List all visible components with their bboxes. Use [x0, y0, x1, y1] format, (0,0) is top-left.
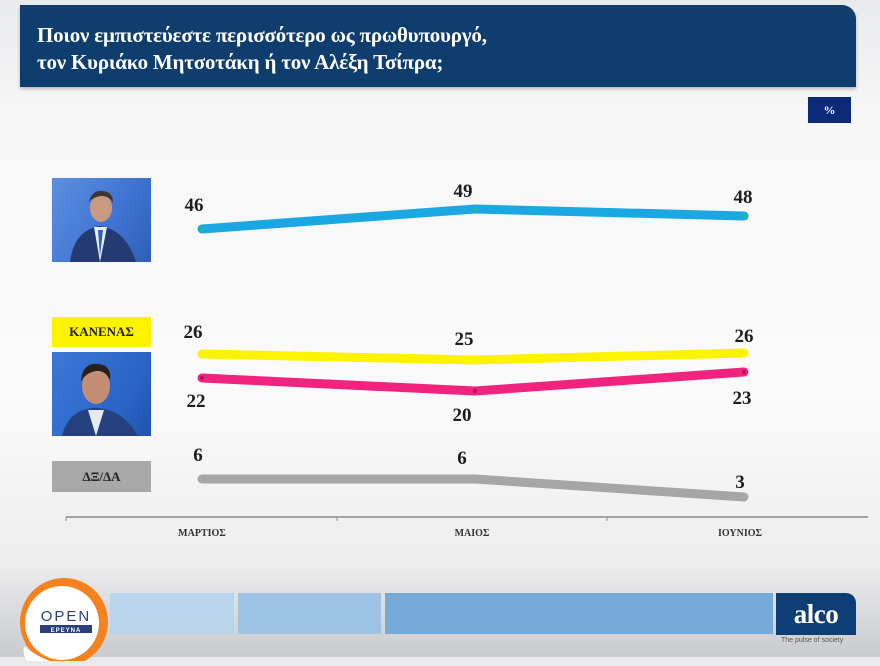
value-label: 48 — [734, 187, 753, 208]
series-mitsotakis-line — [197, 204, 749, 234]
title-banner: Ποιον εμπιστεύεστε περισσότερο ως πρωθυπ… — [20, 5, 856, 87]
footer-bar-1 — [110, 593, 234, 634]
series-tsipras-line — [197, 367, 749, 396]
footer-bar-3 — [385, 593, 773, 634]
person-icon — [62, 363, 138, 436]
value-label: 26 — [184, 322, 203, 343]
value-label: 20 — [453, 405, 472, 426]
x-tick-label: ΜΑΙΟΣ — [455, 528, 490, 539]
value-label: 26 — [735, 326, 754, 347]
series-none-line — [197, 348, 749, 365]
value-label: 23 — [733, 388, 752, 409]
value-label: 49 — [454, 181, 473, 202]
svg-text:ΕΡΕΥΝΑ: ΕΡΕΥΝΑ — [51, 628, 82, 634]
mitsotakis-photo — [52, 178, 151, 262]
x-tick-label: ΜΑΡΤΙΟΣ — [178, 528, 226, 539]
value-label: 25 — [455, 329, 474, 350]
svg-text:OPEN: OPEN — [41, 608, 92, 625]
title-line-2: τον Κυριάκο Μητσοτάκη ή τον Αλέξη Τσίπρα… — [37, 50, 444, 74]
legend-dkna-label: ΔΞ/ΔΑ — [52, 461, 151, 492]
value-label: 46 — [185, 195, 204, 216]
line-chart: 46 49 48 26 25 26 22 20 23 6 6 3 ΜΑΡΤΙΟΣ… — [65, 181, 868, 539]
value-label: 3 — [735, 472, 745, 493]
alco-tagline: The pulse of society — [781, 637, 844, 644]
series-dkna-line — [197, 474, 749, 502]
unit-badge: % — [808, 97, 851, 123]
title-line-1: Ποιον εμπιστεύεστε περισσότερο ως πρωθυπ… — [37, 23, 487, 47]
alco-logo: alco — [776, 593, 856, 635]
person-icon — [70, 190, 136, 262]
tsipras-photo — [52, 352, 151, 436]
value-label: 6 — [457, 448, 467, 469]
chart-title: Ποιον εμπιστεύεστε περισσότερο ως πρωθυπ… — [37, 22, 487, 76]
value-label: 6 — [193, 445, 203, 466]
legend-none-label: ΚΑΝΕΝΑΣ — [52, 317, 151, 347]
value-label: 22 — [187, 391, 206, 412]
footer-bar-2 — [238, 593, 381, 634]
open-logo: OPEN ΕΡΕΥΝΑ — [14, 576, 116, 666]
x-tick-label: ΙΟΥΝΙΟΣ — [718, 528, 763, 539]
